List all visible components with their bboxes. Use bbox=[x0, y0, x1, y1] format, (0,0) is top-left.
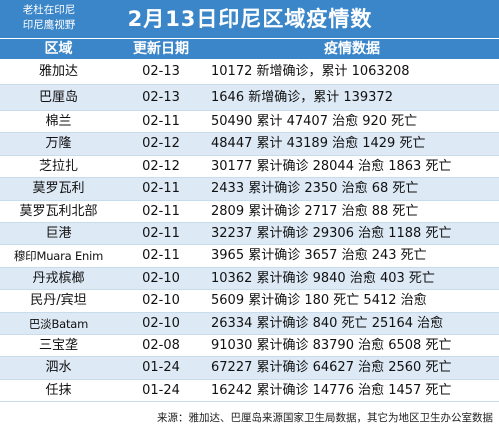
cell-date: 02-11 bbox=[142, 181, 180, 197]
data-table: 区域 更新日期 疫情数据 雅加达 02-13 10172 新增确诊，累计 10632… bbox=[0, 38, 499, 403]
brand-line-2: 印尼鹰视野 bbox=[22, 19, 76, 31]
cell-date: 02-13 bbox=[142, 90, 180, 105]
cell-region: 民丹/宾坦 bbox=[30, 293, 87, 309]
table-row: 莫罗瓦利北部 02-11 2809 累计确诊 2717 治愈 88 死亡 bbox=[0, 200, 499, 223]
cell-date: 02-10 bbox=[142, 270, 180, 286]
cell-region: 丹戎槟榔 bbox=[32, 270, 85, 286]
page-title: 2月13日印尼区域疫情数据 bbox=[127, 7, 373, 69]
table-body: 雅加达 02-13 10172 新增确诊，累计 1063208 巴厘岛 02-13 164… bbox=[0, 59, 499, 403]
cell-region: 穆印Muara Enim bbox=[13, 249, 104, 264]
table-row: 任抹 01-24 16242 累计确诊 14776 治愈 1457 死亡 bbox=[0, 379, 499, 403]
cell-date: 02-11 bbox=[142, 114, 180, 129]
header-bar: 老杜在印尼 印尼鹰视野 2月13日印尼区域疫情数据 bbox=[0, 0, 499, 69]
cell-data: 2809 累计确诊 2717 治愈 88 死亡 bbox=[211, 203, 419, 219]
cell-date: 02-12 bbox=[142, 158, 180, 174]
cell-region: 莫罗瓦利 bbox=[32, 181, 85, 197]
cell-data: 1646 新增确诊，累计 139372 bbox=[211, 90, 393, 105]
table-row: 芝拉扎 02-12 30177 累计确诊 28044 治愈 1863 死亡 bbox=[0, 155, 499, 179]
cell-region: 巴淡Batam bbox=[28, 316, 89, 331]
cell-data: 10362 累计确诊 9840 治愈 403 死亡 bbox=[211, 270, 435, 286]
source-note: 来源：雅加达、巴厘岛来源国家卫生局数据，其它为地区卫生办公室数据 bbox=[0, 406, 499, 430]
cell-region: 任抹 bbox=[45, 382, 72, 398]
cell-date: 02-12 bbox=[142, 136, 180, 152]
cell-data: 32237 累计确诊 29306 治愈 1188 死亡 bbox=[211, 225, 452, 241]
cell-data: 91030 累计确诊 83790 治愈 6508 死亡 bbox=[211, 337, 452, 353]
column-header-date: 更新日期 bbox=[133, 41, 189, 57]
cell-date: 02-13 bbox=[142, 64, 180, 79]
cell-date: 01-24 bbox=[142, 360, 180, 376]
cell-region: 巴厘岛 bbox=[38, 90, 78, 105]
cell-date: 02-10 bbox=[142, 293, 180, 309]
cell-data: 3965 累计确诊 3657 治愈 243 死亡 bbox=[211, 248, 427, 264]
cell-date: 02-10 bbox=[142, 315, 180, 331]
cell-region: 三宝垄 bbox=[38, 337, 78, 353]
cell-region: 雅加达 bbox=[38, 64, 78, 79]
brand-line-1: 老杜在印尼 bbox=[22, 4, 76, 16]
table-row: 雅加达 02-13 10172 新增确诊，累计 1063208 bbox=[0, 59, 499, 85]
cell-date: 02-11 bbox=[142, 225, 180, 241]
cell-data: 16242 累计确诊 14776 治愈 1457 死亡 bbox=[211, 382, 452, 398]
cell-region: 棉兰 bbox=[45, 114, 72, 129]
brand-watermark: 老杜在印尼 印尼鹰视野 bbox=[4, 3, 94, 33]
cell-date: 02-08 bbox=[142, 337, 180, 353]
table-row: 丹戎槟榔 02-10 10362 累计确诊 9840 治愈 403 死亡 bbox=[0, 267, 499, 291]
table-header-row: 区域 更新日期 疫情数据 bbox=[0, 38, 499, 59]
cell-data: 30177 累计确诊 28044 治愈 1863 死亡 bbox=[211, 158, 452, 174]
cell-region: 芝拉扎 bbox=[38, 158, 78, 174]
table-row: 民丹/宾坦 02-10 5609 累计确诊 180 死亡 5412 治愈 bbox=[0, 290, 499, 313]
cell-data: 10172 新增确诊，累计 1063208 bbox=[211, 64, 410, 79]
cell-data: 50490 累计 47407 治愈 920 死亡 bbox=[211, 114, 418, 129]
column-header-region: 区域 bbox=[44, 41, 73, 57]
cell-data: 5609 累计确诊 180 死亡 5412 治愈 bbox=[211, 293, 427, 309]
cell-data: 26334 累计确诊 840 死亡 25164 治愈 bbox=[211, 315, 444, 331]
cell-date: 02-11 bbox=[142, 203, 180, 219]
cell-region: 万隆 bbox=[45, 136, 72, 152]
cell-data: 2433 累计确诊 2350 治愈 68 死亡 bbox=[211, 181, 419, 197]
table-row: 巨港 02-11 32237 累计确诊 29306 治愈 1188 死亡 bbox=[0, 222, 499, 246]
table-row: 巴淡Batam 02-10 26334 累计确诊 840 死亡 25164 治愈 bbox=[0, 312, 499, 335]
cell-region: 莫罗瓦利北部 bbox=[19, 203, 98, 219]
cell-date: 01-24 bbox=[142, 382, 180, 398]
cell-date: 02-11 bbox=[142, 248, 180, 264]
table-row: 三宝垄 02-08 91030 累计确诊 83790 治愈 6508 死亡 bbox=[0, 334, 499, 358]
table-row: 棉兰 02-11 50490 累计 47407 治愈 920 死亡 bbox=[0, 111, 499, 134]
table-row: 巴厘岛 02-13 1646 新增确诊，累计 139372 bbox=[0, 85, 499, 111]
cell-region: 泗水 bbox=[45, 360, 72, 376]
cell-data: 48447 累计 43189 治愈 1429 死亡 bbox=[211, 136, 426, 152]
cell-region: 巨港 bbox=[45, 225, 72, 241]
table-row: 莫罗瓦利 02-11 2433 累计确诊 2350 治愈 68 死亡 bbox=[0, 178, 499, 201]
table-row: 万隆 02-12 48447 累计 43189 治愈 1429 死亡 bbox=[0, 133, 499, 156]
table-row: 泗水 01-24 67227 累计确诊 64627 治愈 2560 死亡 bbox=[0, 357, 499, 380]
cell-data: 67227 累计确诊 64627 治愈 2560 死亡 bbox=[211, 360, 452, 376]
table-row: 穆印Muara Enim 02-11 3965 累计确诊 3657 治愈 243 死… bbox=[0, 245, 499, 268]
column-header-data: 疫情数据 bbox=[324, 41, 380, 57]
